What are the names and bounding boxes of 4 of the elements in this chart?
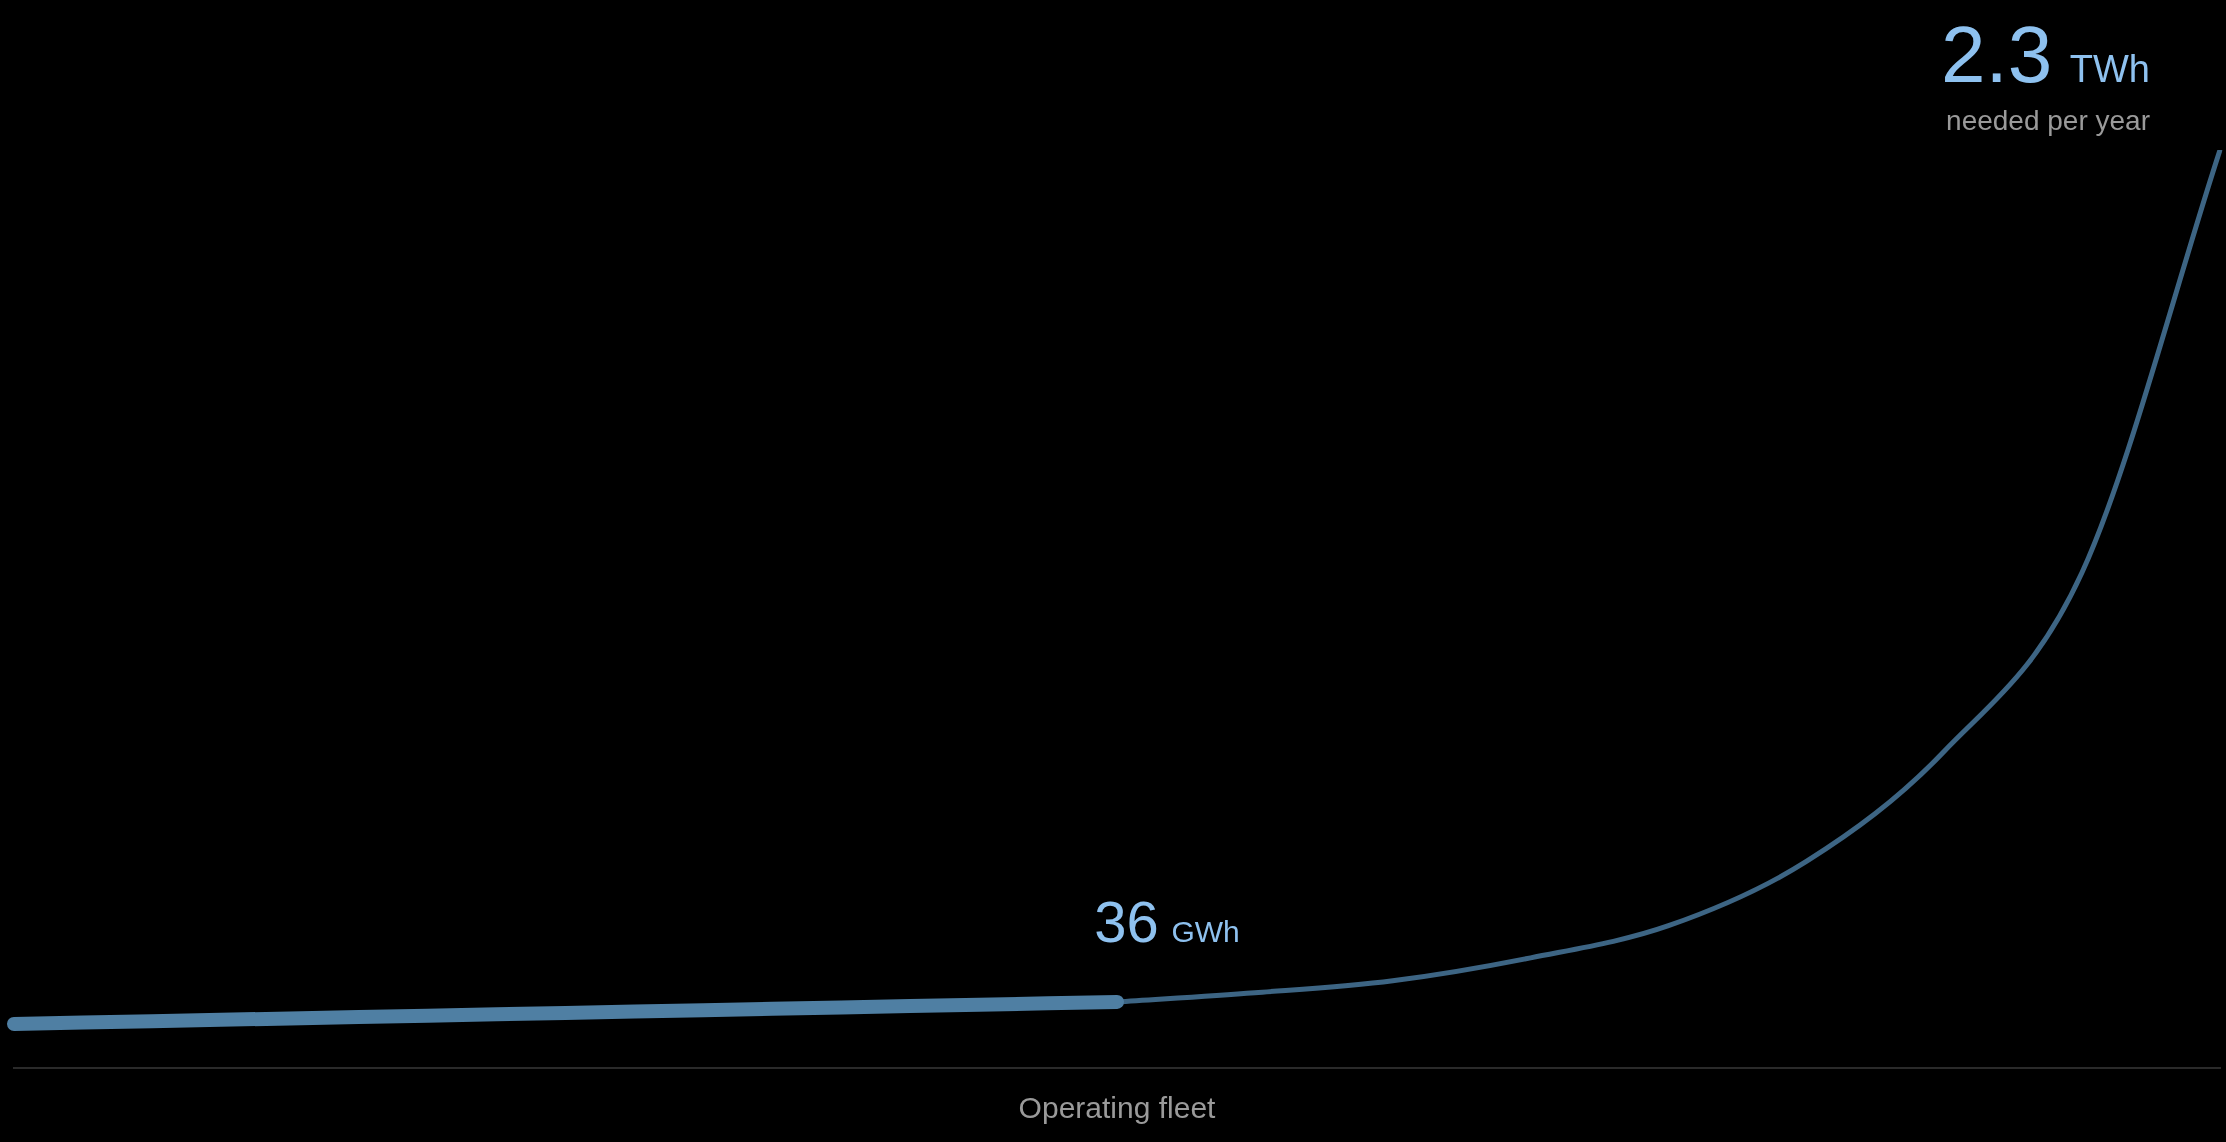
text: 2.3 TWh — [1940, 10, 2151, 99]
annotation: 36 GWh — [1094, 888, 1240, 954]
text: needed per year — [1946, 105, 2150, 136]
x-axis-title: Operating fleet — [1018, 1091, 1217, 1125]
